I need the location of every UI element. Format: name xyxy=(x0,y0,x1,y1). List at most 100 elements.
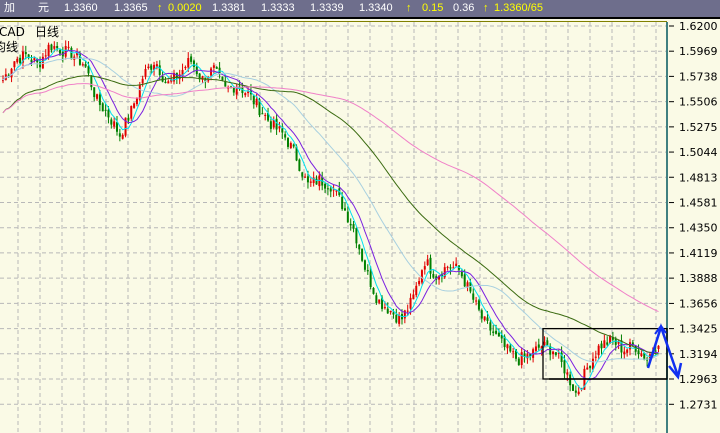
candle-body xyxy=(389,311,392,313)
forecast-arrow xyxy=(646,323,680,377)
indicator-label: 均线 xyxy=(0,40,19,54)
quote-label-1: 加 xyxy=(4,2,15,14)
candle-body xyxy=(637,350,640,355)
candle-body xyxy=(312,177,315,184)
candle-body xyxy=(150,65,153,70)
candle-body xyxy=(2,80,4,82)
candle-body xyxy=(67,46,70,48)
quote-prev: 1.3365 xyxy=(114,2,148,14)
candle-body xyxy=(36,58,39,63)
candle-body xyxy=(301,172,304,177)
candle-body xyxy=(33,58,36,61)
moving-average-30 xyxy=(2,57,659,363)
candle-body xyxy=(101,103,104,112)
candle-body xyxy=(540,346,543,350)
candle-body xyxy=(386,308,389,314)
candle-body xyxy=(483,316,486,321)
candle-body xyxy=(230,86,232,88)
candle-body xyxy=(70,47,73,60)
candle-body xyxy=(16,58,19,63)
candle-body xyxy=(298,159,301,171)
candle-body xyxy=(269,121,272,129)
candle-body xyxy=(30,59,33,63)
candle-body xyxy=(529,353,532,357)
candle-body xyxy=(41,56,44,69)
candle-body xyxy=(158,65,161,75)
candle-body xyxy=(284,134,287,138)
candle-body xyxy=(349,223,352,226)
candle-body xyxy=(452,267,455,269)
candle-body xyxy=(155,64,158,67)
candle-body xyxy=(190,56,193,62)
arrowhead-icon xyxy=(654,324,667,335)
candle-body xyxy=(212,65,215,68)
candle-body xyxy=(409,297,412,309)
moving-average-60 xyxy=(2,75,659,355)
candle-body xyxy=(506,344,509,349)
candle-body xyxy=(59,50,61,54)
candle-body xyxy=(537,344,540,348)
quote-low: 1.3333 xyxy=(261,2,295,14)
candle-body xyxy=(19,57,22,64)
candle-body xyxy=(264,114,267,116)
candle-body xyxy=(534,346,537,351)
candle-body xyxy=(381,297,384,309)
candle-body xyxy=(201,76,204,80)
candle-body xyxy=(366,270,369,272)
arrowhead-icon xyxy=(668,362,683,380)
y-tick-label: 1.4350 xyxy=(679,222,718,235)
candle-body xyxy=(609,335,612,344)
y-tick-label: 1.3425 xyxy=(679,323,718,336)
candle-body xyxy=(375,295,378,304)
candle-body xyxy=(107,109,110,118)
candle-body xyxy=(552,351,555,355)
candle-body xyxy=(600,343,603,349)
y-tick-label: 1.5969 xyxy=(679,45,718,58)
candle-body xyxy=(346,211,349,223)
candle-body xyxy=(292,144,295,147)
candle-body xyxy=(472,293,475,300)
candle-body xyxy=(326,188,329,190)
up-arrow-icon: ↑ xyxy=(406,2,412,14)
candle-body xyxy=(623,351,626,355)
candle-body xyxy=(629,342,631,350)
candle-body xyxy=(24,52,27,55)
candle-body xyxy=(455,263,458,266)
y-tick-label: 1.4581 xyxy=(679,197,718,210)
quote-label-2: 元 xyxy=(38,2,49,14)
candle-body xyxy=(594,356,597,358)
y-tick-label: 1.2963 xyxy=(679,373,718,386)
y-tick-label: 1.3194 xyxy=(679,348,718,361)
y-tick-label: 1.6200 xyxy=(679,20,718,33)
candle-body xyxy=(597,345,600,356)
moving-average-120 xyxy=(2,83,659,313)
candle-body xyxy=(497,332,500,337)
candle-body xyxy=(215,67,218,69)
y-tick-label: 1.5044 xyxy=(679,146,718,159)
y-tick-label: 1.4119 xyxy=(679,247,718,260)
candle-body xyxy=(324,183,327,189)
quote-change: 0.0020 xyxy=(168,2,202,14)
candle-body xyxy=(438,275,441,280)
candle-body xyxy=(130,106,133,119)
candle-body xyxy=(7,74,10,76)
candle-body xyxy=(500,334,503,339)
quote-pct: 0.15 xyxy=(422,2,444,14)
candle-body xyxy=(27,54,30,59)
y-tick-label: 1.4813 xyxy=(679,171,718,184)
candle-body xyxy=(577,391,580,395)
candle-body xyxy=(84,64,87,67)
moving-average-10 xyxy=(2,49,659,381)
candle-body xyxy=(363,260,366,270)
candle-body xyxy=(81,64,84,66)
candle-body xyxy=(127,117,130,121)
candle-body xyxy=(304,176,307,178)
candle-body xyxy=(591,358,594,370)
y-tick-label: 1.3656 xyxy=(679,297,718,310)
quote-open: 1.3360 xyxy=(64,2,98,14)
y-tick-label: 1.5506 xyxy=(679,96,718,109)
candle-body xyxy=(21,51,24,63)
up-arrow-icon: ↑ xyxy=(157,2,163,14)
candle-body xyxy=(569,374,572,386)
